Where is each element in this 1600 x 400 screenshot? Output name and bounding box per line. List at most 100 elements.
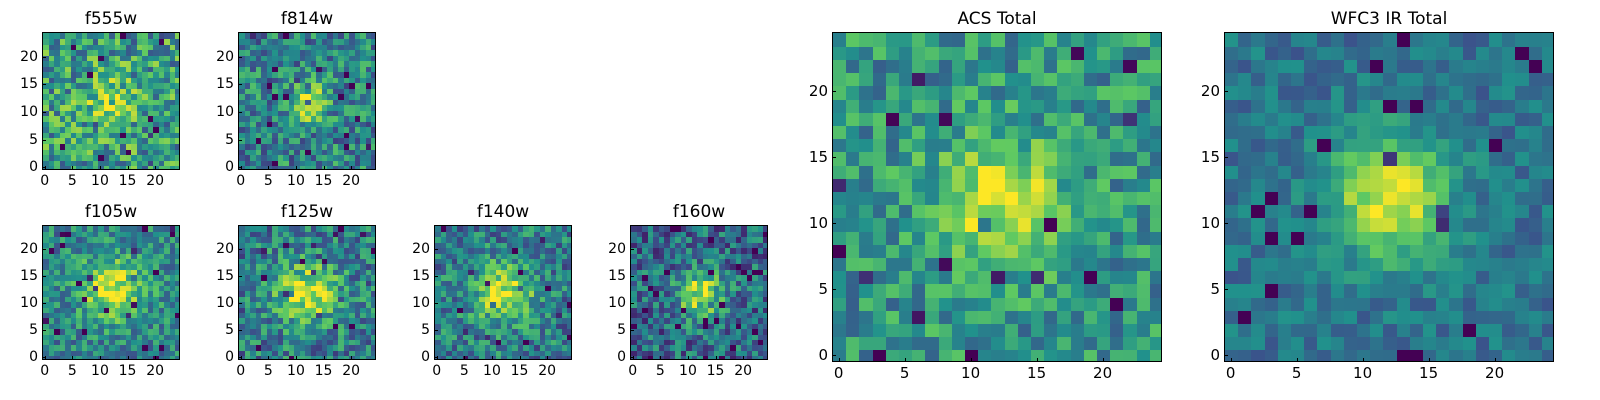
heatmap-cell (1251, 165, 1266, 179)
heatmap-cell (87, 77, 94, 84)
heatmap-cell (349, 71, 356, 78)
heatmap-cell (310, 307, 317, 313)
heatmap-cell (490, 323, 497, 330)
heatmap-cell (360, 296, 367, 303)
heatmap-cell (371, 82, 375, 89)
heatmap-cell (349, 312, 356, 319)
heatmap-cell (175, 231, 179, 238)
heatmap-cell (1357, 165, 1371, 179)
heatmap-cell (321, 226, 328, 232)
heatmap-cell (713, 269, 720, 276)
heatmap-cell (365, 247, 373, 254)
heatmap-cell (261, 328, 268, 335)
heatmap-cell (250, 301, 257, 308)
heatmap-cell (169, 137, 177, 144)
heatmap-cell (517, 307, 524, 313)
heatmap-cell (239, 66, 246, 73)
y-tick-label: 10 (412, 295, 430, 312)
heatmap-cell (272, 334, 279, 340)
heatmap-cell (457, 253, 464, 259)
heatmap-cell (539, 328, 546, 335)
heatmap-cell (120, 236, 127, 243)
heatmap-cell (686, 307, 693, 313)
heatmap-cell (435, 231, 442, 238)
heatmap-cell (103, 104, 110, 111)
heatmap-cell (1264, 191, 1279, 206)
heatmap-cell (327, 312, 334, 319)
heatmap-cell (48, 317, 55, 324)
heatmap-cell (484, 334, 491, 340)
heatmap-cell (305, 44, 312, 51)
heatmap-cell (664, 344, 671, 351)
heatmap-cell (631, 301, 638, 308)
heatmap-cell (283, 154, 290, 161)
heatmap-cell (1317, 244, 1332, 258)
heatmap-cell (343, 312, 350, 319)
heatmap-cell (680, 350, 687, 357)
heatmap-cell (109, 231, 116, 238)
heatmap-cell (283, 328, 290, 335)
heatmap-cell (109, 323, 116, 330)
heatmap-cell (680, 355, 687, 359)
heatmap-cell (371, 242, 375, 249)
heatmap-cell (556, 328, 563, 335)
heatmap-cell (70, 274, 77, 281)
heatmap-cell (147, 121, 154, 128)
heatmap-cell (872, 231, 887, 245)
heatmap-cell (730, 258, 737, 265)
heatmap-cell (512, 328, 519, 335)
heatmap-cell (87, 121, 94, 128)
heatmap-cell (98, 49, 105, 56)
heatmap-cell (647, 231, 654, 238)
heatmap-cell (153, 290, 160, 297)
heatmap-cell (561, 253, 569, 259)
heatmap-cell (735, 296, 742, 303)
heatmap-cell (343, 82, 350, 89)
heatmap-cell (54, 285, 61, 292)
heatmap-cell (1475, 336, 1490, 351)
heatmap-cell (523, 301, 530, 308)
heatmap-cell (1541, 310, 1553, 324)
heatmap-cell (691, 355, 698, 359)
heatmap-cell (81, 126, 88, 133)
heatmap-cell (561, 226, 569, 232)
heatmap-cell (479, 350, 486, 357)
heatmap-cell (1251, 204, 1266, 219)
heatmap-cell (87, 38, 94, 45)
heatmap-cell (365, 154, 373, 161)
heatmap-cell (250, 77, 257, 84)
heatmap-cell (1291, 138, 1305, 153)
heatmap-cell (261, 110, 268, 117)
heatmap-cell (239, 263, 246, 270)
heatmap-cell (965, 112, 979, 126)
heatmap-cell (636, 231, 643, 238)
heatmap-cell (1070, 323, 1085, 338)
heatmap-cell (343, 110, 350, 117)
heatmap-cell (338, 38, 345, 45)
heatmap-cell (114, 104, 121, 111)
heatmap-cell (316, 258, 323, 265)
heatmap-cell (1070, 138, 1085, 153)
heatmap-cell (724, 269, 731, 276)
heatmap-cell (354, 280, 362, 286)
heatmap-cell (446, 355, 453, 359)
heatmap-cell (239, 285, 246, 292)
heatmap-cell (153, 231, 160, 238)
heatmap-cell (664, 258, 671, 265)
heatmap-cell (1436, 310, 1450, 324)
heatmap-cell (294, 115, 301, 122)
heatmap-cell (131, 290, 138, 297)
heatmap-cell (343, 143, 350, 150)
heatmap-cell (1330, 178, 1345, 192)
heatmap-cell (48, 121, 55, 128)
heatmap-cell (125, 148, 132, 156)
heatmap-cell (951, 283, 966, 298)
heatmap-cell (1031, 46, 1045, 60)
y-tick-mark (434, 357, 438, 359)
heatmap-cell (1317, 112, 1332, 126)
heatmap-cell (103, 226, 110, 232)
heatmap-cell (360, 301, 367, 308)
heatmap-cell (125, 285, 132, 292)
heatmap-cell (142, 285, 149, 292)
heatmap-cell (147, 93, 154, 100)
